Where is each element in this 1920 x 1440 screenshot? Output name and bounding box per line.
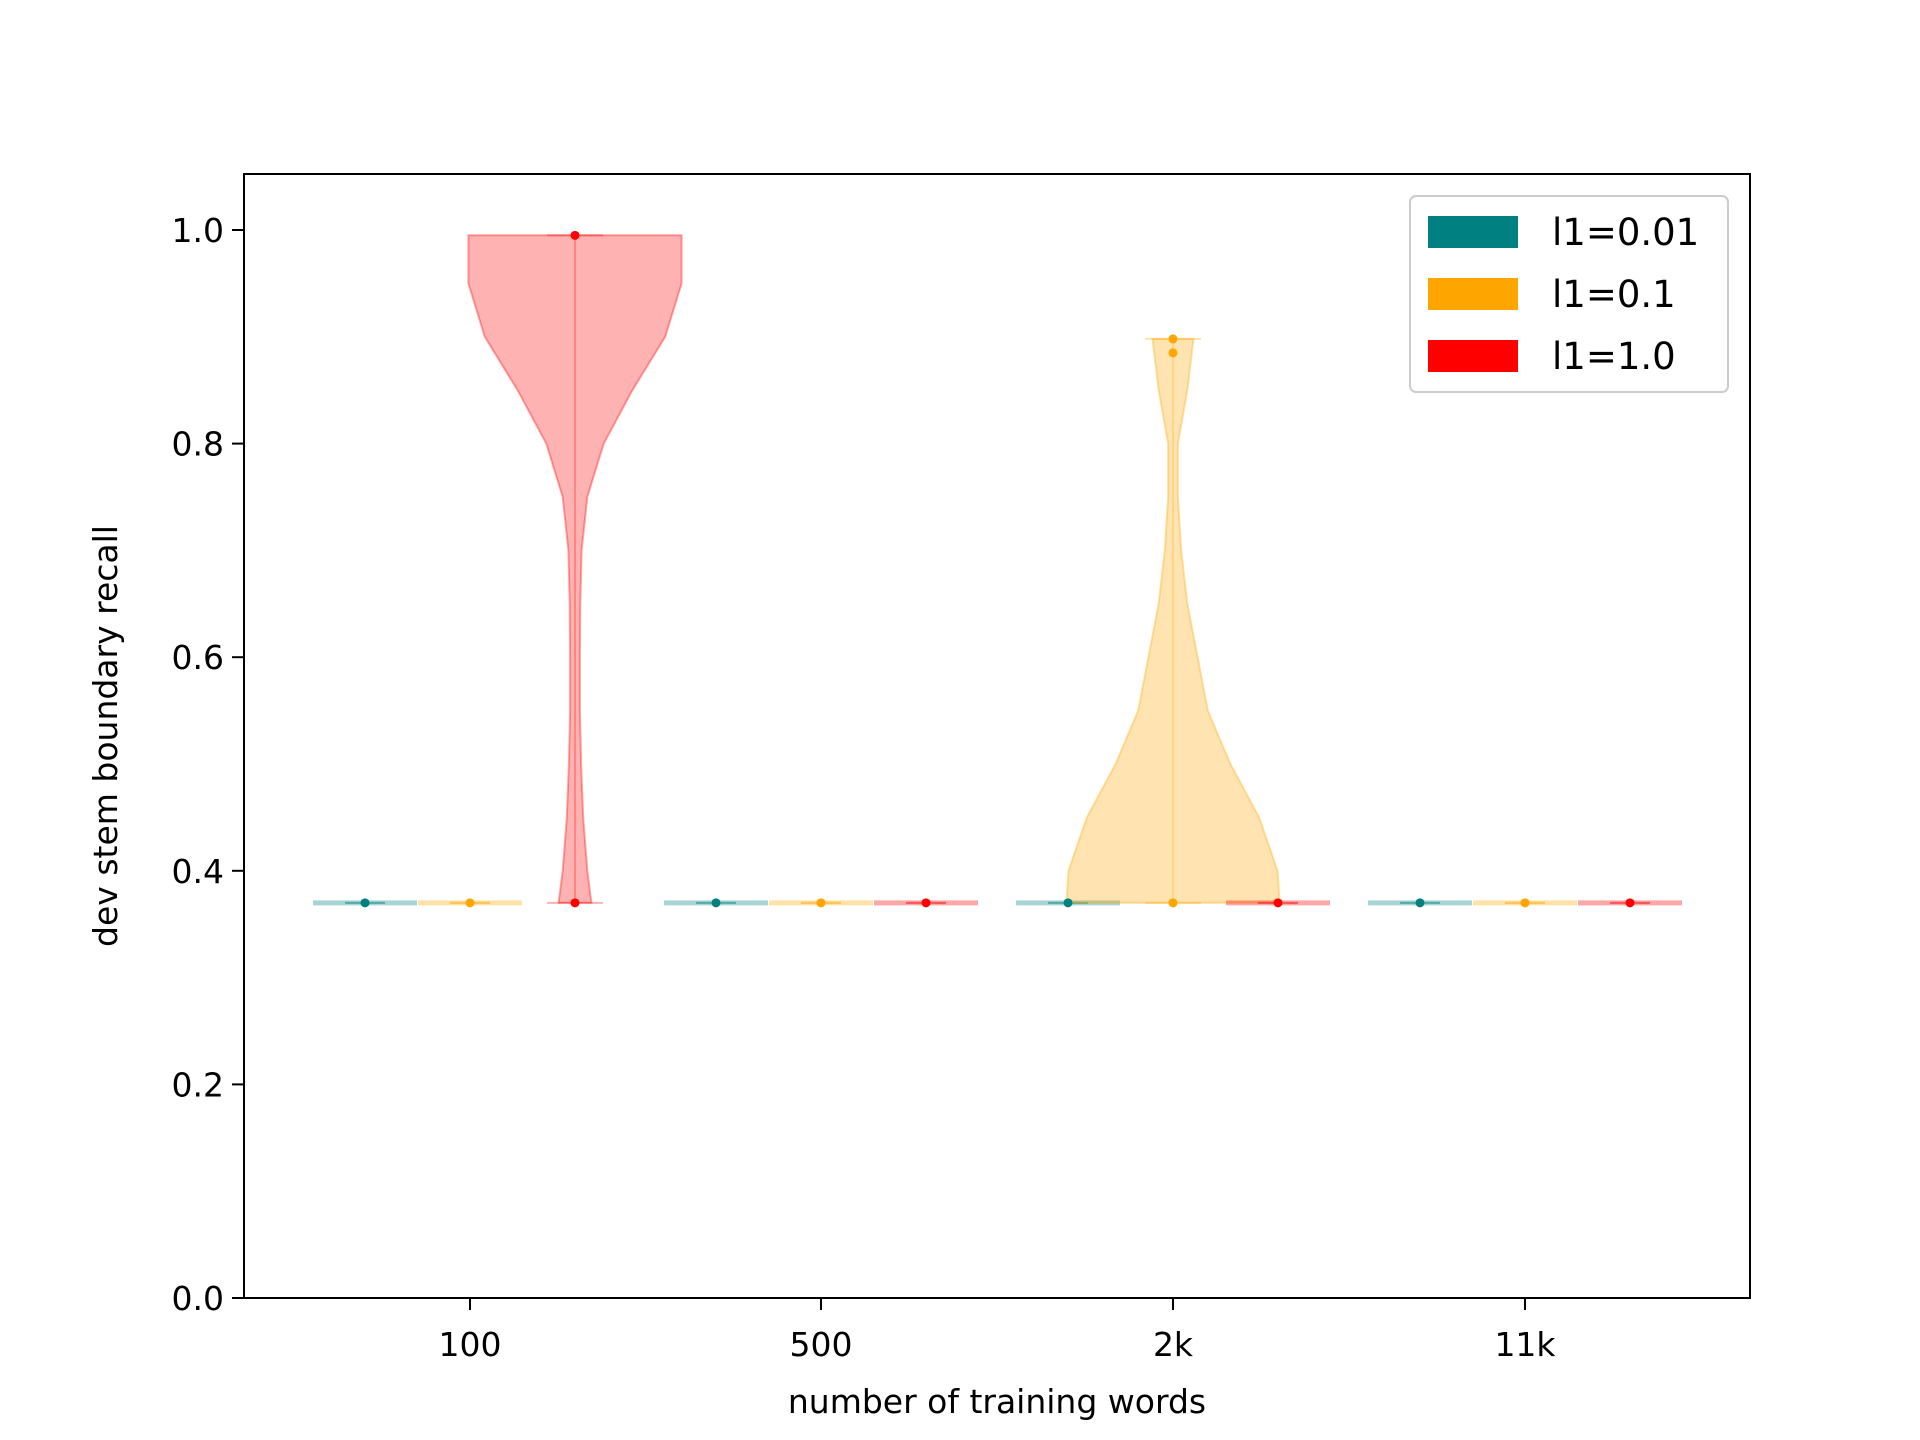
y-tick-label: 0.0 bbox=[172, 1279, 224, 1318]
y-tick-label: 0.6 bbox=[172, 638, 224, 677]
y-axis-label: dev stem boundary recall bbox=[86, 525, 125, 947]
violin-body bbox=[467, 234, 683, 904]
y-tick-label: 0.4 bbox=[172, 852, 224, 891]
legend-swatch bbox=[1428, 278, 1518, 310]
data-point bbox=[711, 898, 721, 908]
data-point bbox=[570, 898, 580, 908]
axes-frame bbox=[243, 173, 1751, 1299]
legend-entries: l1=0.01 l1=0.1 l1=1.0 bbox=[1428, 211, 1699, 378]
y-tick-label: 0.8 bbox=[172, 425, 224, 464]
data-point bbox=[1168, 334, 1178, 344]
data-point bbox=[1168, 348, 1178, 358]
data-point bbox=[1063, 898, 1073, 908]
legend-label: l1=0.1 bbox=[1552, 273, 1676, 316]
data-point bbox=[1273, 898, 1283, 908]
x-tick-label: 500 bbox=[790, 1325, 853, 1364]
data-point bbox=[465, 898, 475, 908]
legend-label: l1=1.0 bbox=[1552, 335, 1676, 378]
data-point bbox=[921, 898, 931, 908]
legend-swatch bbox=[1428, 216, 1518, 248]
data-point bbox=[1168, 898, 1178, 908]
data-point bbox=[1520, 898, 1530, 908]
x-tick-label: 2k bbox=[1153, 1325, 1194, 1364]
x-axis: 100 500 2k 11k bbox=[439, 1298, 1556, 1364]
data-point bbox=[816, 898, 826, 908]
y-tick-label: 1.0 bbox=[172, 211, 224, 250]
legend-swatch bbox=[1428, 340, 1518, 372]
x-tick-label: 100 bbox=[439, 1325, 502, 1364]
x-tick-label: 11k bbox=[1494, 1325, 1556, 1364]
legend: l1=0.01 l1=0.1 l1=1.0 bbox=[1409, 195, 1729, 393]
points-layer bbox=[360, 230, 1635, 908]
y-tick-label: 0.2 bbox=[172, 1065, 224, 1104]
legend-label: l1=0.01 bbox=[1552, 211, 1699, 254]
violin-body bbox=[1065, 337, 1281, 904]
data-point bbox=[360, 898, 370, 908]
data-point bbox=[1415, 898, 1425, 908]
y-axis: 0.0 0.2 0.4 0.6 0.8 1.0 bbox=[172, 211, 244, 1318]
x-axis-label: number of training words bbox=[788, 1382, 1206, 1421]
data-point bbox=[1625, 898, 1635, 908]
data-point bbox=[570, 230, 580, 240]
